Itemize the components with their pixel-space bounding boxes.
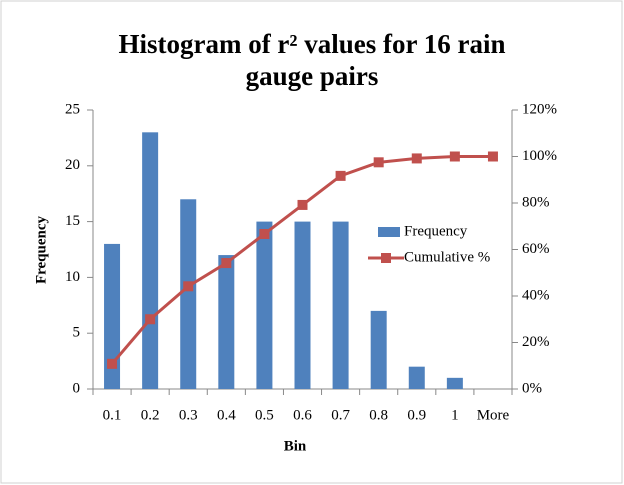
chart-title: Histogram of r² values for 16 rain gauge… [118, 29, 506, 91]
marker [487, 151, 498, 162]
y2-tick-label: 120% [522, 101, 557, 117]
x-tick-label: 0.9 [407, 407, 426, 423]
y2-tick-label: 60% [522, 241, 550, 257]
x-tick-label: 0.1 [103, 407, 122, 423]
bar [180, 199, 197, 389]
legend-label: Frequency [404, 223, 468, 239]
bar [294, 221, 311, 389]
y2-tick-label: 0% [522, 380, 542, 396]
x-tick-label: 0.4 [217, 407, 236, 423]
y2-tick-label: 20% [522, 334, 550, 350]
bar [142, 132, 159, 389]
x-tick-label: 0.2 [141, 407, 160, 423]
y-tick-label: 20 [65, 157, 80, 173]
marker [221, 258, 232, 269]
x-tick-label: 0.7 [331, 407, 350, 423]
bar [446, 377, 463, 389]
x-tick-label: 0.8 [369, 407, 388, 423]
x-axis-title: Bin [284, 438, 307, 454]
marker [449, 151, 460, 162]
x-tick-label: 0.3 [179, 407, 198, 423]
marker [411, 153, 422, 164]
y2-tick-label: 100% [522, 148, 557, 164]
legend-label: Cumulative % [404, 249, 490, 265]
x-tick-label: 1 [451, 407, 459, 423]
legend-swatch [378, 227, 400, 237]
x-tick-label: 0.6 [293, 407, 312, 423]
y-axis-title: Frequency [33, 215, 49, 284]
marker [145, 314, 156, 325]
marker [297, 199, 308, 210]
y-tick-label: 15 [65, 213, 80, 229]
marker [183, 281, 194, 292]
y-tick-label: 5 [73, 325, 81, 341]
x-tick-label: More [477, 407, 510, 423]
bar [332, 221, 349, 389]
marker [107, 358, 118, 369]
bar [256, 221, 273, 389]
marker [259, 228, 270, 239]
x-tick-label: 0.5 [255, 407, 274, 423]
bar [218, 255, 235, 389]
y-tick-label: 10 [65, 269, 80, 285]
y2-tick-label: 80% [522, 194, 550, 210]
marker [373, 157, 384, 168]
legend-swatch [381, 253, 391, 263]
marker [335, 170, 346, 181]
bar [370, 310, 387, 389]
y2-tick-label: 40% [522, 287, 550, 303]
bar [104, 243, 121, 389]
y-tick-label: 0 [73, 380, 81, 396]
bar [408, 366, 425, 389]
y-tick-label: 25 [65, 101, 80, 117]
